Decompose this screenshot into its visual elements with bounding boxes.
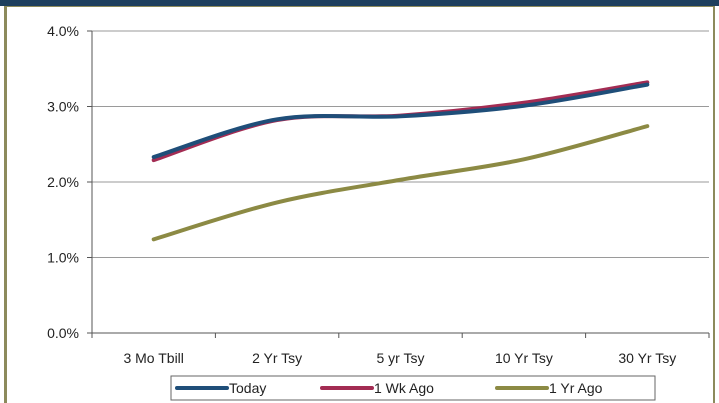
y-tick-labels: 0.0% 1.0% 2.0% 3.0% 4.0% [47, 23, 79, 341]
y-tick-label: 2.0% [47, 174, 79, 190]
x-tick-label: 30 Yr Tsy [618, 350, 676, 366]
axes [87, 30, 710, 338]
chart-frame [4, 6, 715, 403]
grid-lines [92, 30, 709, 258]
x-tick-label: 10 Yr Tsy [495, 350, 553, 366]
x-tick-label: 5 yr Tsy [377, 350, 425, 366]
y-tick-label: 4.0% [47, 23, 79, 39]
x-tick-labels: 3 Mo Tbill 2 Yr Tsy 5 yr Tsy 10 Yr Tsy 30 Yr… [123, 350, 676, 366]
y-tick-label: 3.0% [47, 99, 79, 115]
series-line-today [151, 82, 650, 160]
legend-label-1-wk-ago: 1 Wk Ago [374, 380, 434, 396]
y-tick-label: 0.0% [47, 325, 79, 341]
legend-label-today: Today [229, 380, 266, 396]
legend-box [170, 375, 656, 401]
legend: Today 1 Wk Ago 1 Yr Ago [170, 375, 656, 401]
series-lines [151, 80, 650, 242]
x-tick-label: 2 Yr Tsy [252, 350, 302, 366]
series-line-1-yr-ago [151, 124, 650, 242]
y-tick-label: 1.0% [47, 250, 79, 266]
top-header-band [0, 0, 719, 6]
legend-label-1-yr-ago: 1 Yr Ago [549, 380, 603, 396]
x-tick-label: 3 Mo Tbill [123, 350, 183, 366]
